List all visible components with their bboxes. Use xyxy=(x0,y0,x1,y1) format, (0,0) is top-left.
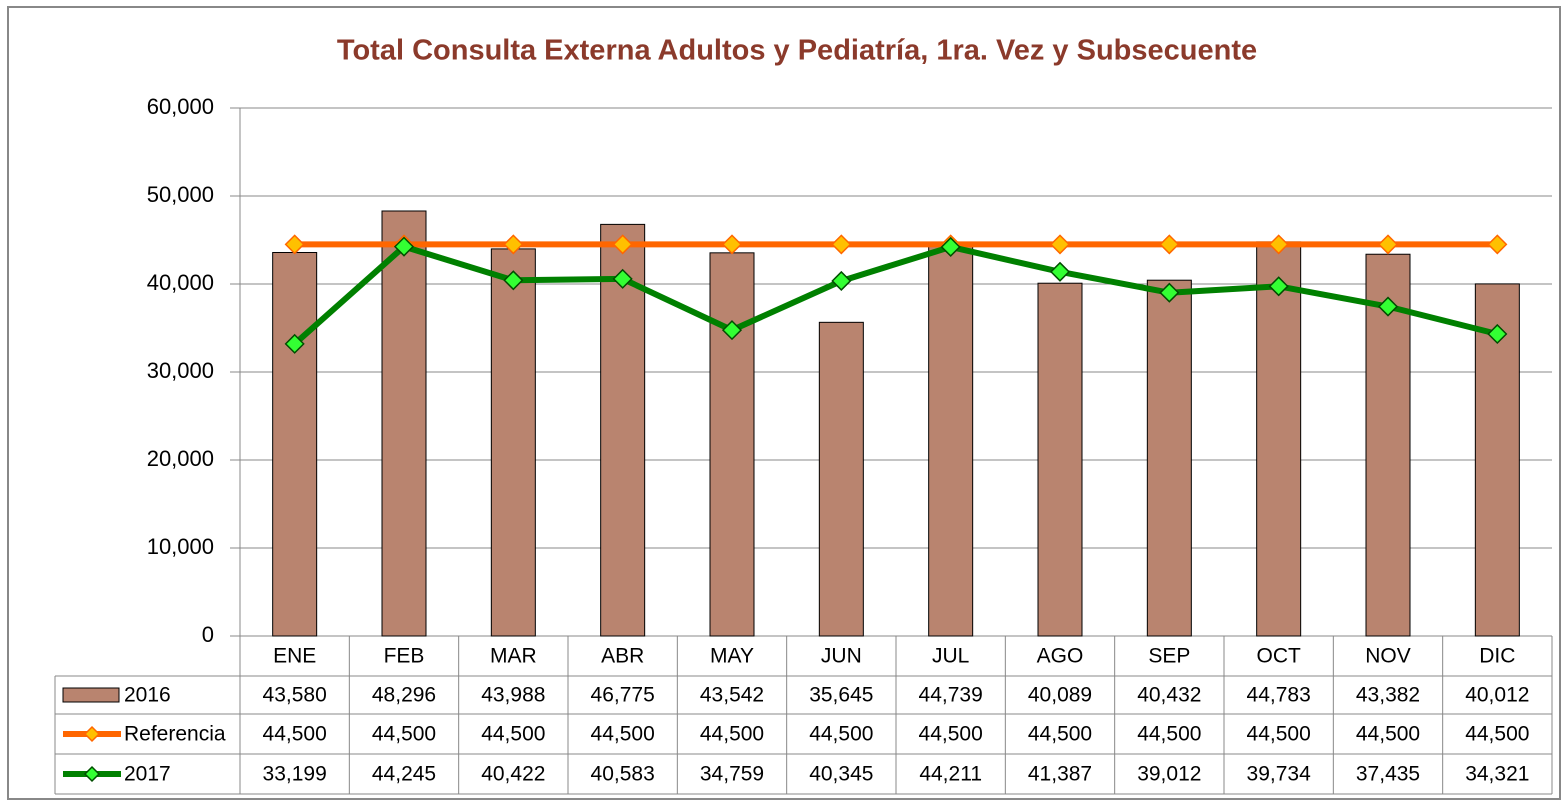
table-value: 43,580 xyxy=(263,684,327,707)
marker xyxy=(503,270,524,291)
y-tick-label: 20,000 xyxy=(147,446,214,471)
table-value: 44,500 xyxy=(1356,723,1420,746)
table-value: 34,759 xyxy=(700,763,764,786)
table-value: 37,435 xyxy=(1356,763,1420,786)
table-value: 44,500 xyxy=(1028,723,1092,746)
table-value: 44,500 xyxy=(591,723,655,746)
table-value: 44,500 xyxy=(481,723,545,746)
legend-swatch xyxy=(62,687,120,703)
table-value: 44,783 xyxy=(1247,684,1311,707)
table-value: 40,583 xyxy=(591,763,655,786)
table-value: 44,211 xyxy=(919,763,982,786)
marker xyxy=(503,234,524,255)
marker xyxy=(721,320,743,341)
table-value: 43,382 xyxy=(1356,684,1420,707)
legend-label: 2016 xyxy=(124,684,171,707)
table-value: 44,500 xyxy=(919,723,983,746)
table-value: 44,245 xyxy=(372,763,436,786)
y-tick-label: 0 xyxy=(202,622,214,647)
bar xyxy=(490,248,536,637)
chart-title: Total Consulta Externa Adultos y Pediatr… xyxy=(337,35,1257,67)
table-value: 40,432 xyxy=(1137,684,1201,707)
marker xyxy=(284,234,305,255)
marker xyxy=(284,333,305,354)
table-value: 40,422 xyxy=(481,763,545,786)
table-value: 44,500 xyxy=(1465,723,1529,746)
marker xyxy=(1049,261,1071,282)
table-value: 44,500 xyxy=(1137,723,1201,746)
marker xyxy=(1049,234,1071,255)
y-tick-label: 50,000 xyxy=(147,182,214,207)
bar xyxy=(600,223,646,637)
marker xyxy=(1159,234,1180,255)
x-tick-label: ABR xyxy=(601,645,644,668)
bar xyxy=(1146,279,1192,637)
marker xyxy=(940,236,961,258)
table-value: 40,345 xyxy=(809,763,873,786)
table-value: 39,012 xyxy=(1137,763,1201,786)
table-value: 39,734 xyxy=(1247,763,1312,786)
table-value: 44,500 xyxy=(372,723,436,746)
marker xyxy=(721,234,743,255)
table-value: 44,739 xyxy=(919,684,983,707)
x-tick-label: NOV xyxy=(1365,645,1411,668)
y-tick-label: 30,000 xyxy=(147,358,214,383)
marker xyxy=(1268,276,1289,297)
marker xyxy=(612,268,633,289)
y-tick-label: 60,000 xyxy=(147,94,214,119)
bar xyxy=(381,210,427,637)
legend-swatch xyxy=(83,725,101,743)
table-value: 34,321 xyxy=(1465,763,1529,786)
table-value: 43,542 xyxy=(700,684,764,707)
y-tick-label: 40,000 xyxy=(147,270,214,295)
x-tick-label: SEP xyxy=(1148,645,1190,668)
x-tick-label: FEB xyxy=(384,645,425,668)
table-value: 40,089 xyxy=(1028,684,1092,707)
table-value: 43,988 xyxy=(481,684,545,707)
table-value: 46,775 xyxy=(591,684,655,707)
x-tick-label: JUL xyxy=(932,645,969,668)
marker xyxy=(1377,296,1399,317)
bar xyxy=(1256,241,1302,637)
legend-label: 2017 xyxy=(124,763,171,786)
bar xyxy=(928,241,974,637)
marker xyxy=(1377,234,1399,255)
marker xyxy=(612,234,633,255)
table-value: 44,500 xyxy=(1247,723,1311,746)
bar xyxy=(818,321,864,637)
marker xyxy=(1487,234,1508,255)
table-value: 44,500 xyxy=(263,723,327,746)
x-tick-label: OCT xyxy=(1257,645,1302,668)
marker xyxy=(1268,234,1289,255)
legend-swatch xyxy=(83,765,101,783)
table-value: 35,645 xyxy=(809,684,873,707)
marker xyxy=(831,234,852,255)
marker xyxy=(1487,323,1508,345)
marker xyxy=(831,270,852,292)
marker xyxy=(393,236,415,257)
bar xyxy=(272,251,318,637)
marker xyxy=(1159,282,1180,303)
x-tick-label: ENE xyxy=(273,645,316,668)
table-value: 41,387 xyxy=(1028,763,1092,786)
x-tick-label: JUN xyxy=(821,645,862,668)
bar xyxy=(1365,253,1411,637)
x-tick-label: MAY xyxy=(710,645,754,668)
line xyxy=(292,243,1499,347)
table-value: 44,500 xyxy=(700,723,764,746)
y-tick-label: 10,000 xyxy=(147,534,214,559)
x-tick-label: AGO xyxy=(1037,645,1084,668)
legend-label: Referencia xyxy=(124,723,226,746)
table-value: 33,199 xyxy=(263,763,327,786)
bar xyxy=(1037,282,1083,637)
table-value: 44,500 xyxy=(809,723,873,746)
chart-frame xyxy=(7,6,1561,800)
x-tick-label: MAR xyxy=(490,645,537,668)
table-value: 40,012 xyxy=(1465,684,1529,707)
bar xyxy=(709,252,755,637)
x-tick-label: DIC xyxy=(1479,645,1515,668)
table-value: 48,296 xyxy=(372,684,436,707)
